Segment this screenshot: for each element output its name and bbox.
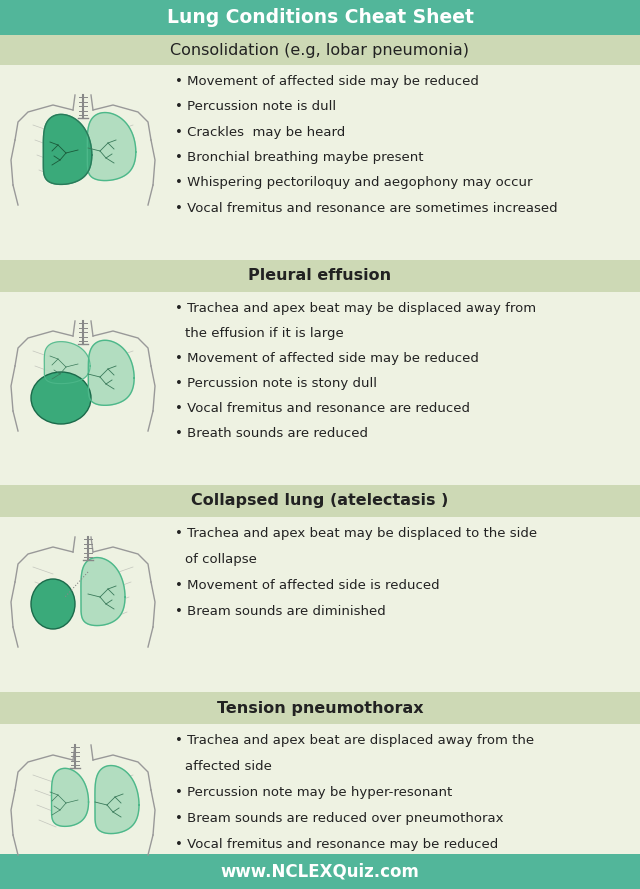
Text: • Breath sounds are reduced: • Breath sounds are reduced <box>175 428 368 440</box>
Text: affected side: affected side <box>185 760 272 773</box>
Text: • Vocal fremitus and resonance may be reduced: • Vocal fremitus and resonance may be re… <box>175 838 499 851</box>
Text: Collapsed lung (atelectasis ): Collapsed lung (atelectasis ) <box>191 493 449 509</box>
FancyBboxPatch shape <box>0 65 640 255</box>
FancyBboxPatch shape <box>0 0 640 35</box>
FancyBboxPatch shape <box>0 692 640 724</box>
Text: • Bream sounds are diminished: • Bream sounds are diminished <box>175 605 386 618</box>
FancyBboxPatch shape <box>0 35 640 65</box>
FancyBboxPatch shape <box>0 854 640 889</box>
FancyBboxPatch shape <box>0 724 640 889</box>
Text: the effusion if it is large: the effusion if it is large <box>185 327 344 340</box>
Polygon shape <box>81 557 125 626</box>
Ellipse shape <box>31 579 75 629</box>
Text: • Percussion note is stony dull: • Percussion note is stony dull <box>175 377 377 390</box>
Text: • Trachea and apex beat may be displaced away from: • Trachea and apex beat may be displaced… <box>175 302 536 315</box>
FancyBboxPatch shape <box>0 260 640 292</box>
Text: • Vocal fremitus and resonance are reduced: • Vocal fremitus and resonance are reduc… <box>175 402 470 415</box>
Text: of collapse: of collapse <box>185 553 257 566</box>
Text: Consolidation (e.g, lobar pneumonia): Consolidation (e.g, lobar pneumonia) <box>170 43 470 58</box>
Text: • Vocal fremitus and resonance are sometimes increased: • Vocal fremitus and resonance are somet… <box>175 202 557 214</box>
Text: • Trachea and apex beat are displaced away from the: • Trachea and apex beat are displaced aw… <box>175 734 534 747</box>
FancyBboxPatch shape <box>0 485 640 517</box>
Text: • Crackles  may be heard: • Crackles may be heard <box>175 125 345 139</box>
FancyBboxPatch shape <box>0 517 640 687</box>
Text: • Bream sounds are reduced over pneumothorax: • Bream sounds are reduced over pneumoth… <box>175 812 504 825</box>
Text: • Trachea and apex beat may be displaced to the side: • Trachea and apex beat may be displaced… <box>175 527 537 540</box>
Text: Pleural effusion: Pleural effusion <box>248 268 392 284</box>
Text: • Movement of affected side is reduced: • Movement of affected side is reduced <box>175 579 440 592</box>
Text: • Percussion note is dull: • Percussion note is dull <box>175 100 336 113</box>
Text: • Movement of affected side may be reduced: • Movement of affected side may be reduc… <box>175 352 479 365</box>
Text: • Bronchial breathing maybe present: • Bronchial breathing maybe present <box>175 151 424 164</box>
Ellipse shape <box>31 372 91 424</box>
Text: Lung Conditions Cheat Sheet: Lung Conditions Cheat Sheet <box>166 8 474 27</box>
Polygon shape <box>44 115 92 184</box>
Polygon shape <box>87 113 136 180</box>
Text: Tension pneumothorax: Tension pneumothorax <box>217 701 423 716</box>
Polygon shape <box>88 340 134 405</box>
Polygon shape <box>44 341 90 384</box>
Polygon shape <box>95 765 139 834</box>
Text: • Percussion note may be hyper-resonant: • Percussion note may be hyper-resonant <box>175 786 452 799</box>
FancyBboxPatch shape <box>0 292 640 480</box>
Text: • Movement of affected side may be reduced: • Movement of affected side may be reduc… <box>175 75 479 88</box>
Text: • Whispering pectoriloquy and aegophony may occur: • Whispering pectoriloquy and aegophony … <box>175 176 532 189</box>
Polygon shape <box>52 768 88 827</box>
Text: www.NCLEXQuiz.com: www.NCLEXQuiz.com <box>221 862 419 880</box>
